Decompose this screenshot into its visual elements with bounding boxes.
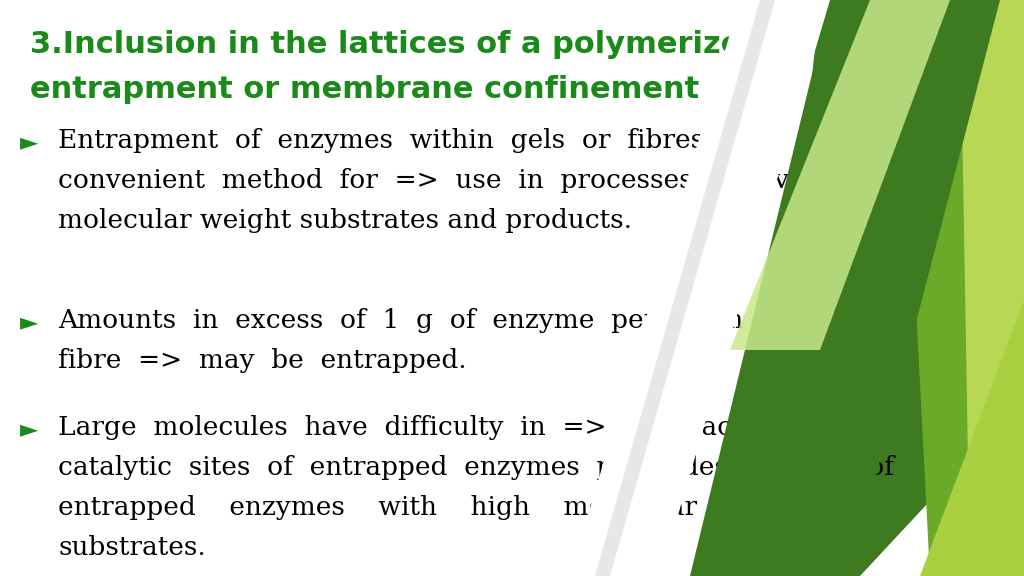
Polygon shape bbox=[961, 0, 1024, 576]
Text: molecular weight substrates and products.: molecular weight substrates and products… bbox=[58, 208, 632, 233]
Text: ►: ► bbox=[20, 130, 38, 154]
Polygon shape bbox=[920, 300, 1024, 576]
Text: substrates.: substrates. bbox=[58, 535, 206, 560]
Text: Entrapment  of  enzymes  within  gels  or  fibres  is  a: Entrapment of enzymes within gels or fib… bbox=[58, 128, 775, 153]
Text: Amounts  in  excess  of  1  g  of  enzyme  per  gram  of  gel  or: Amounts in excess of 1 g of enzyme per g… bbox=[58, 308, 889, 333]
Polygon shape bbox=[690, 0, 1000, 576]
Text: catalytic  sites  of  entrapped  enzymes  precludes  =>  use  of: catalytic sites of entrapped enzymes pre… bbox=[58, 455, 894, 480]
Text: entrapped    enzymes    with    high    molecular    weight: entrapped enzymes with high molecular we… bbox=[58, 495, 822, 520]
Polygon shape bbox=[760, 0, 1024, 576]
Text: 3.Inclusion in the lattices of a polymerized gel or: 3.Inclusion in the lattices of a polymer… bbox=[30, 30, 873, 59]
Polygon shape bbox=[900, 0, 1024, 576]
Text: convenient  method  for  =>  use  in  processes  involving  low: convenient method for => use in processe… bbox=[58, 168, 895, 193]
Text: ►: ► bbox=[20, 417, 38, 441]
Polygon shape bbox=[570, 0, 830, 576]
Polygon shape bbox=[595, 0, 775, 576]
Text: entrapment or membrane confinement: entrapment or membrane confinement bbox=[30, 75, 699, 104]
Text: fibre  =>  may  be  entrapped.: fibre => may be entrapped. bbox=[58, 348, 467, 373]
Text: Large  molecules  have  difficulty  in  =>  approaching  the: Large molecules have difficulty in => ap… bbox=[58, 415, 851, 440]
Polygon shape bbox=[730, 0, 950, 350]
Text: ►: ► bbox=[20, 310, 38, 334]
